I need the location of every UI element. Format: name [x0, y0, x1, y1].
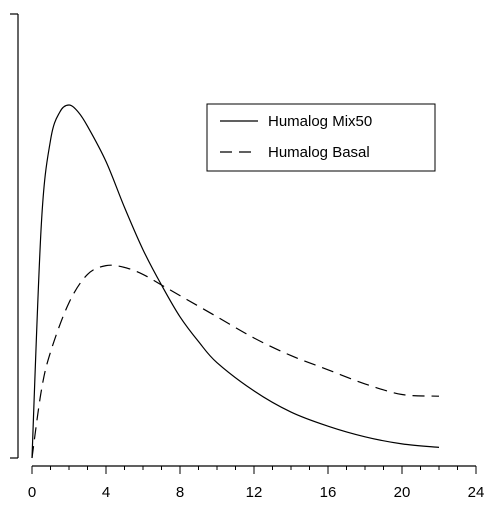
x-axis: 0 4 8 12 16 20 24 — [28, 465, 485, 501]
y-axis — [10, 13, 19, 459]
x-tick-label: 24 — [468, 484, 485, 501]
x-tick-label: 20 — [394, 484, 411, 501]
x-tick-label: 0 — [28, 484, 36, 501]
x-tick-label: 12 — [246, 484, 263, 501]
series-line-basal — [31, 264, 440, 459]
x-tick-label: 4 — [102, 484, 110, 501]
series-line-mix50 — [31, 104, 440, 459]
plot-area — [31, 104, 440, 459]
legend-label-basal: Humalog Basal — [268, 144, 370, 161]
legend-box — [206, 103, 436, 172]
x-tick-label: 8 — [176, 484, 184, 501]
x-tick-label: 16 — [320, 484, 337, 501]
legend-label-mix50: Humalog Mix50 — [268, 113, 372, 130]
legend: Humalog Mix50 Humalog Basal — [206, 103, 436, 172]
